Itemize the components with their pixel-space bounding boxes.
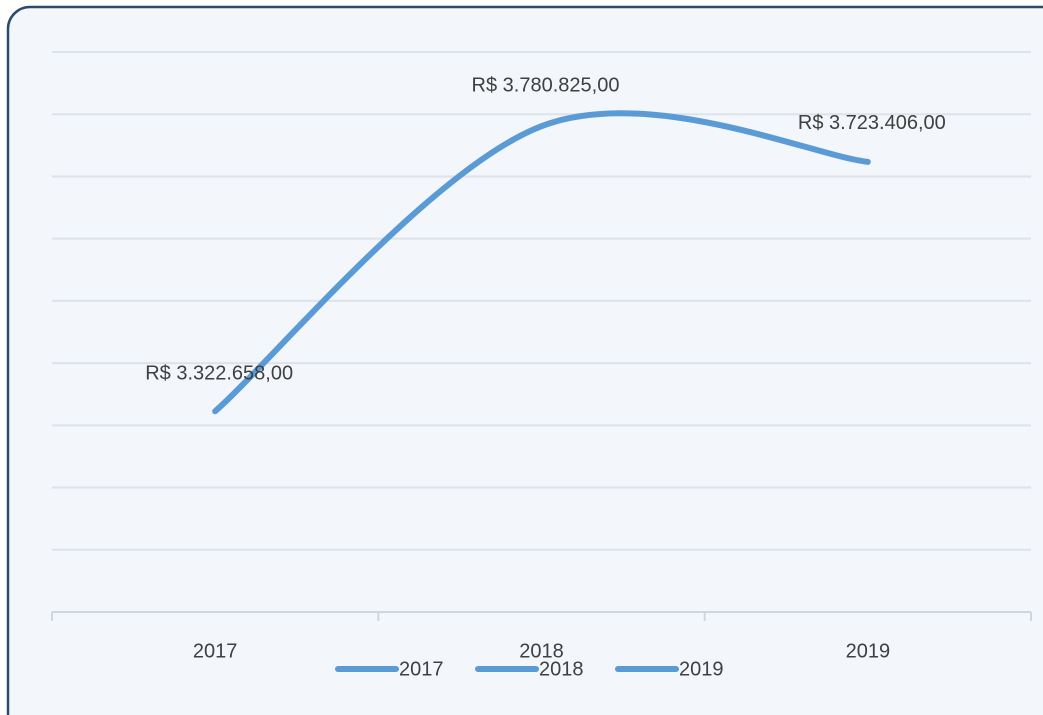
data-label: R$ 3.780.825,00 [472, 74, 620, 96]
data-line [212, 110, 871, 415]
legend-label: 2017 [399, 658, 444, 680]
chart-frame [6, 5, 1043, 715]
x-tick-label: 2019 [846, 640, 891, 662]
x-tick-label: 2018 [519, 640, 564, 662]
data-label: R$ 3.723.406,00 [798, 112, 946, 134]
x-tick-label: 2017 [193, 640, 238, 662]
legend-label: 2018 [539, 658, 584, 680]
data-label: R$ 3.322.658,00 [145, 363, 293, 385]
legend-label: 2019 [679, 658, 724, 680]
